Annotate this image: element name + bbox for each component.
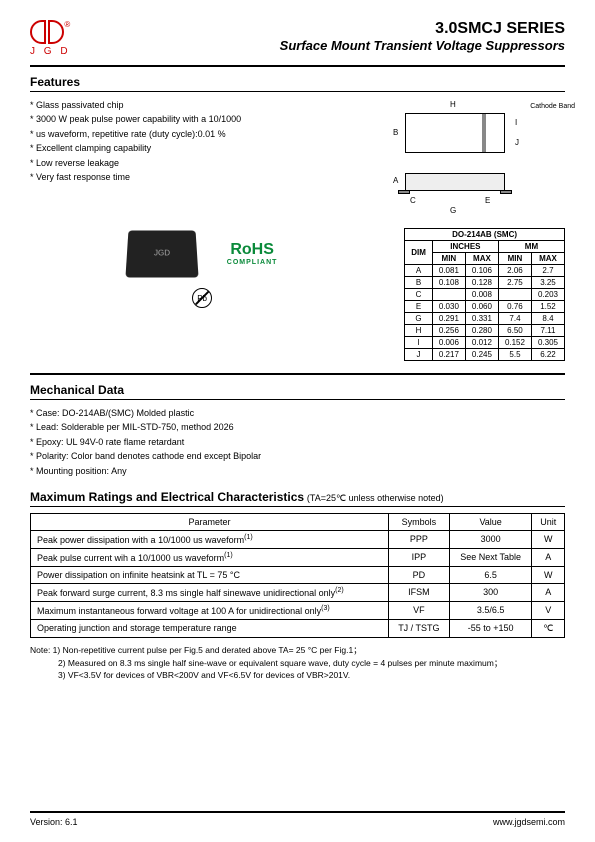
ratings-row: Peak forward surge current, 8.3 ms singl… [31, 583, 565, 601]
feature-item: Low reverse leakage [30, 156, 345, 170]
dim-row: I0.0060.0120.1520.305 [405, 337, 565, 349]
dim-row: A0.0810.1062.062.7 [405, 265, 565, 277]
features-list: Glass passivated chip 3000 W peak pulse … [30, 98, 345, 218]
mech-item: Mounting position: Any [30, 464, 565, 478]
pb-free-icon: Pb [192, 288, 212, 308]
feature-item: Very fast response time [30, 170, 345, 184]
ratings-condition: (TA=25℃ unless otherwise noted) [307, 493, 444, 503]
note-1: Note: 1) Non-repetitive current pulse pe… [30, 644, 565, 657]
subtitle: Surface Mount Transient Voltage Suppress… [280, 38, 565, 53]
logo-text: J G D [30, 46, 71, 57]
notes-block: Note: 1) Non-repetitive current pulse pe… [30, 644, 565, 682]
ratings-row: Peak pulse current wih a 10/1000 us wave… [31, 548, 565, 566]
dim-row: E0.0300.0600.761.52 [405, 301, 565, 313]
mech-item: Lead: Solderable per MIL-STD-750, method… [30, 420, 565, 434]
dim-row: C0.0080.203 [405, 289, 565, 301]
feature-item: 3000 W peak pulse power capability with … [30, 112, 345, 126]
feature-item: Glass passivated chip [30, 98, 345, 112]
chip-image [125, 230, 198, 277]
company-logo: ® J G D [30, 20, 71, 57]
rohs-badge: RoHS COMPLIANT [227, 241, 278, 266]
mech-item: Case: DO-214AB/(SMC) Molded plastic [30, 406, 565, 420]
dim-row: G0.2910.3317.48.4 [405, 313, 565, 325]
features-heading: Features [30, 75, 565, 89]
feature-item: Excellent clamping capability [30, 141, 345, 155]
feature-item: us waveform, repetitive rate (duty cycle… [30, 127, 345, 141]
mech-item: Polarity: Color band denotes cathode end… [30, 449, 565, 463]
mech-item: Epoxy: UL 94V-0 rate flame retardant [30, 435, 565, 449]
ratings-row: Operating junction and storage temperatu… [31, 619, 565, 637]
mechanical-list: Case: DO-214AB/(SMC) Molded plastic Lead… [30, 406, 565, 478]
series-title: 3.0SMCJ SERIES [280, 20, 565, 38]
version-text: Version: 6.1 [30, 817, 78, 827]
ratings-row: Maximum instantaneous forward voltage at… [31, 601, 565, 619]
footer-url: www.jgdsemi.com [493, 817, 565, 827]
dim-row: J0.2170.2455.56.22 [405, 349, 565, 361]
note-3: 3) VF<3.5V for devices of VBR<200V and V… [58, 669, 565, 682]
dim-row: H0.2560.2806.507.11 [405, 325, 565, 337]
dim-row: B0.1080.1282.753.25 [405, 277, 565, 289]
package-diagram: H Cathode Band B I J A C E G [365, 98, 565, 218]
ratings-row: Peak power dissipation with a 10/1000 us… [31, 530, 565, 548]
ratings-row: Power dissipation on infinite heatsink a… [31, 566, 565, 583]
ratings-table: Parameter Symbols Value Unit Peak power … [30, 513, 565, 638]
dimensions-table: DO-214AB (SMC) DIMINCHESMM MINMAXMINMAX … [404, 228, 565, 361]
mechanical-heading: Mechanical Data [30, 383, 565, 397]
note-2: 2) Measured on 8.3 ms single half sine-w… [58, 657, 565, 670]
ratings-heading: Maximum Ratings and Electrical Character… [30, 490, 304, 504]
